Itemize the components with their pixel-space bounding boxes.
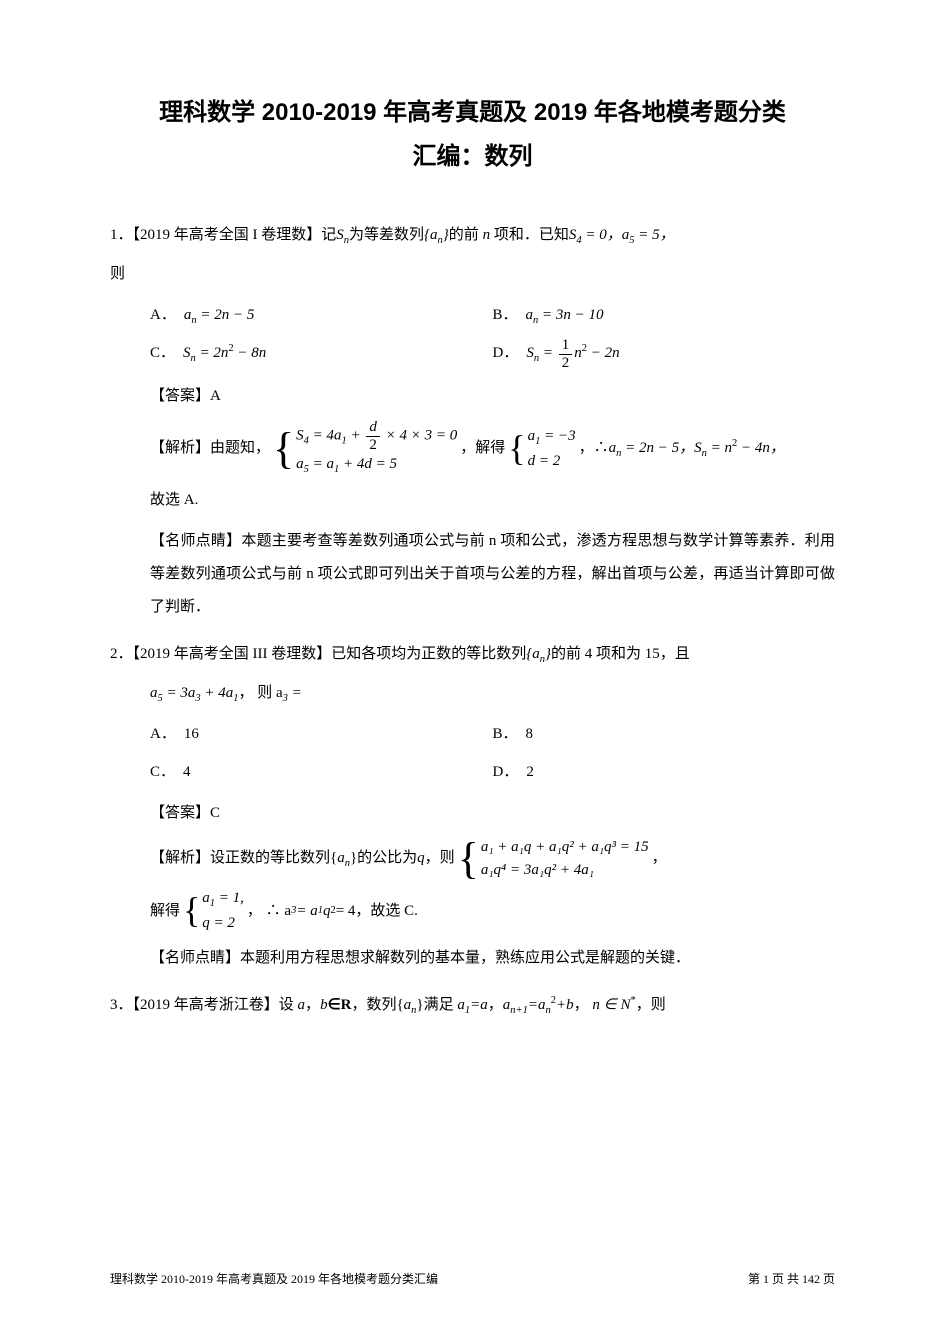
q2-system-1: { a₁ + a₁q + a₁q² + a₁q³ = 15 a₁q⁴ = 3a₁… <box>458 836 649 881</box>
q1-analysis: 【解析】由题知， { S4 = 4a1 + d2 × 4 × 3 = 0 a5 … <box>110 419 835 478</box>
page-subtitle: 汇编：数列 <box>110 136 835 171</box>
q1-options-row2: C． Sn = 2n2 − 8n D． Sn = 12n2 − 2n <box>110 334 835 374</box>
q1-number: 1 <box>110 227 118 243</box>
q1-option-d-expr: Sn = 12n2 − 2n <box>526 335 619 373</box>
q3-stem: 3．【2019 年高考浙江卷】设 a，b∈R，数列{an}满足 a1=a，an+… <box>110 989 835 1022</box>
q1-option-b: B． an = 3n − 10 <box>493 297 836 335</box>
q2-options-row2: C．4 D．2 <box>110 754 835 792</box>
q1-answer: 【答案】A <box>110 380 835 413</box>
document-page: 理科数学 2010-2019 年高考真题及 2019 年各地模考题分类 汇编：数… <box>0 0 945 1337</box>
q2-stem-line2: a5 = 3a3 + 4a1， 则 a3 = <box>110 677 835 710</box>
footer-right: 第 1 页 共 142 页 <box>748 1270 835 1287</box>
q3-source: 【2019 年高考浙江卷】 <box>133 997 279 1013</box>
q1-option-a: A． an = 2n − 5 <box>150 297 493 335</box>
q2-answer: 【答案】C <box>110 797 835 830</box>
q1-option-c-expr: Sn = 2n2 − 8n <box>183 335 266 373</box>
q1-option-d: D． Sn = 12n2 − 2n <box>493 334 836 374</box>
q2-analysis: 【解析】设正数的等比数列{an}的公比为 q，则 { a₁ + a₁q + a₁… <box>110 836 835 881</box>
q2-option-a: A．16 <box>150 716 493 754</box>
q1-source: 【2019 年高考全国 I 卷理数】 <box>133 227 322 243</box>
q1-system-1: { S4 = 4a1 + d2 × 4 × 3 = 0 a5 = a1 + 4d… <box>273 419 457 478</box>
q2-analysis-line2: 解得 { a1 = 1, q = 2 ， ∴ a3 = a1q2 = 4，故选 … <box>110 887 835 934</box>
q1-option-b-expr: an = 3n − 10 <box>526 297 604 335</box>
q1-option-c: C． Sn = 2n2 − 8n <box>150 334 493 374</box>
q2-text: 已知各项均为正数的等比数列{an}的前 4 项和为 15，且 <box>331 646 690 662</box>
page-title: 理科数学 2010-2019 年高考真题及 2019 年各地模考题分类 <box>110 90 835 136</box>
q1-options-row1: A． an = 2n − 5 B． an = 3n − 10 <box>110 297 835 335</box>
page-footer: 理科数学 2010-2019 年高考真题及 2019 年各地模考题分类汇编 第 … <box>110 1270 835 1287</box>
q2-system-2: { a1 = 1, q = 2 <box>183 887 244 934</box>
q1-analysis-end: 故选 A. <box>110 484 835 517</box>
q2-hint: 【名师点睛】本题利用方程思想求解数列的基本量，熟练应用公式是解题的关键． <box>110 942 835 975</box>
q1-text: 记Sn为等差数列{an}的前 n 项和．已知S4 = 0，a5 = 5， <box>321 227 674 243</box>
q2-options-row1: A．16 B．8 <box>110 716 835 754</box>
footer-left: 理科数学 2010-2019 年高考真题及 2019 年各地模考题分类汇编 <box>110 1270 438 1287</box>
q2-number: 2 <box>110 646 118 662</box>
q1-hint: 【名师点睛】本题主要考查等差数列通项公式与前 n 项和公式，渗透方程思想与数学计… <box>110 525 835 624</box>
q1-option-a-expr: an = 2n − 5 <box>184 297 255 335</box>
q2-option-d: D．2 <box>493 754 836 792</box>
q3-number: 3 <box>110 997 118 1013</box>
q1-stem-tail: 则 <box>110 258 835 291</box>
q2-option-c: C．4 <box>150 754 493 792</box>
q2-source: 【2019 年高考全国 III 卷理数】 <box>133 646 332 662</box>
q2-option-b: B．8 <box>493 716 836 754</box>
q3-text: 设 a，b∈R，数列{an}满足 a1=a，an+1=an2+b， n ∈ N*… <box>279 997 666 1013</box>
q1-stem: 1．【2019 年高考全国 I 卷理数】记Sn为等差数列{an}的前 n 项和．… <box>110 219 835 252</box>
q2-stem: 2．【2019 年高考全国 III 卷理数】已知各项均为正数的等比数列{an}的… <box>110 638 835 671</box>
q1-system-2: { a1 = −3 d = 2 <box>508 425 575 472</box>
